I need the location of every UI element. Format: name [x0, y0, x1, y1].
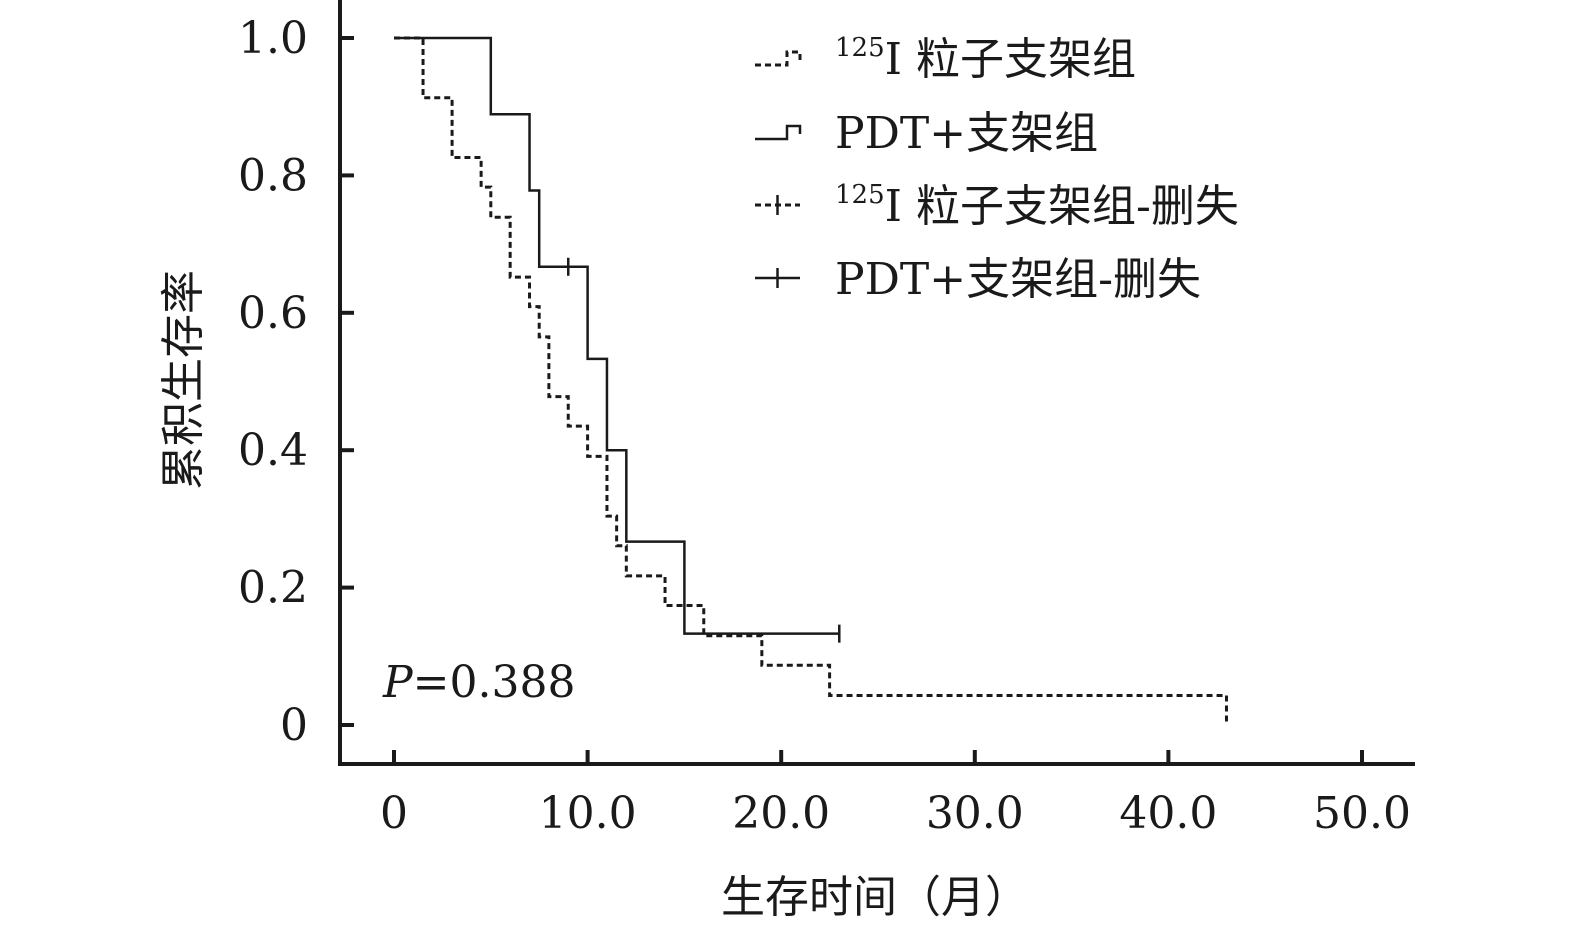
- y-tick-label: 0.6: [238, 288, 308, 339]
- x-tick-label: 10.0: [539, 788, 637, 839]
- p-value-italic: P: [382, 657, 414, 708]
- x-tick-label: 20.0: [732, 788, 830, 839]
- legend-label: PDT+支架组-删失: [835, 254, 1201, 305]
- y-tick-label: 0.2: [238, 563, 308, 614]
- axes: [338, 0, 1415, 766]
- legend: 125I 粒子支架组 PDT+支架组 125I 粒子支架组-删失 PDT+支架组-删失: [755, 33, 1239, 305]
- legend-entry: PDT+支架组-删失: [755, 254, 1201, 305]
- plot-area: [394, 36, 1228, 725]
- legend-entry: PDT+支架组: [755, 108, 1098, 159]
- legend-symbol-step: [755, 124, 802, 141]
- legend-label: 125I 粒子支架组: [835, 33, 1136, 85]
- p-value-annotation: P=0.388: [382, 657, 575, 708]
- x-tick-label: 0: [380, 788, 408, 839]
- x-tick-label: 50.0: [1313, 788, 1411, 839]
- legend-label: PDT+支架组: [835, 108, 1098, 159]
- x-tick-label: 40.0: [1119, 788, 1217, 839]
- y-tick-label: 0.4: [238, 425, 308, 476]
- survival-curve-solid: [394, 36, 840, 635]
- x-axis-title: 生存时间（月）: [721, 872, 1029, 923]
- x-ticks: 0 10.0 20.0 30.0 40.0 50.0: [380, 750, 1411, 839]
- legend-entry: 125I 粒子支架组-删失: [755, 180, 1239, 232]
- y-tick-label: 0.8: [238, 150, 308, 201]
- legend-entry: 125I 粒子支架组: [755, 33, 1136, 85]
- y-axis-title: 累积生存率: [158, 270, 209, 490]
- x-tick-label: 30.0: [926, 788, 1024, 839]
- legend-symbol-step: [755, 50, 802, 67]
- y-tick-label: 0: [280, 700, 308, 751]
- p-value-rest: =0.388: [413, 657, 576, 708]
- y-tick-label: 1.0: [238, 13, 308, 64]
- survival-curve-dashed: [394, 36, 1228, 725]
- y-ticks: 0 0.2 0.4 0.6 0.8 1.0: [238, 13, 354, 751]
- legend-label: 125I 粒子支架组-删失: [835, 180, 1239, 232]
